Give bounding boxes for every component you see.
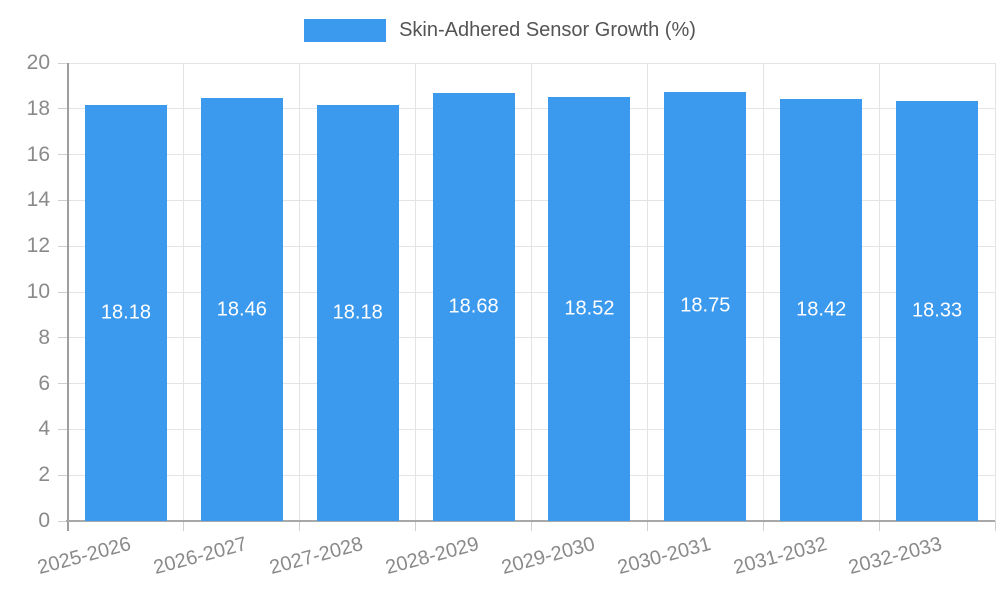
y-axis-tick	[58, 383, 68, 385]
x-axis-tick	[646, 521, 648, 531]
y-axis-tick-label: 10	[26, 280, 50, 303]
bar-value-label: 18.68	[448, 295, 499, 318]
y-axis-tick-label: 18	[26, 96, 50, 120]
x-axis-tick	[878, 521, 880, 531]
x-axis-tick	[531, 521, 532, 531]
bar-2028-2029[interactable]: 18.68	[432, 93, 515, 521]
x-axis-tick-label: 2031-2032	[730, 533, 829, 580]
bar-value-label: 18.18	[332, 301, 383, 324]
x-axis-line	[66, 520, 995, 522]
y-axis-tick	[58, 428, 68, 430]
y-axis-tick	[58, 291, 68, 293]
y-axis-tick-label: 20	[26, 51, 50, 74]
y-axis-tick-label: 4	[38, 417, 50, 441]
bar-2029-2030[interactable]: 18.52	[548, 96, 631, 521]
bar-value-label: 18.33	[912, 299, 963, 322]
y-axis-tick-label: 12	[26, 234, 50, 258]
y-axis-tick	[58, 245, 68, 247]
x-axis-tick-label: 2028-2029	[383, 533, 482, 580]
y-axis-tick	[58, 62, 68, 64]
x-axis-tick	[415, 521, 417, 531]
gridline-vertical	[531, 63, 532, 521]
y-axis-tick	[58, 520, 68, 522]
bar-2032-2033[interactable]: 18.33	[896, 101, 979, 521]
y-axis-tick-label: 2	[38, 463, 50, 487]
y-axis-tick-label: 6	[38, 371, 50, 395]
bar-2027-2028[interactable]: 18.18	[316, 104, 399, 521]
x-axis-tick-label: 2025-2026	[35, 533, 134, 580]
x-axis-tick-label: 2029-2030	[499, 533, 598, 580]
chart-legend[interactable]: Skin-Adhered Sensor Growth (%)	[0, 17, 1000, 43]
legend-color-swatch	[304, 18, 387, 42]
y-axis-tick	[58, 474, 68, 476]
bar-2030-2031[interactable]: 18.75	[664, 91, 747, 521]
y-axis-tick-label: 14	[26, 188, 50, 212]
y-axis-tick	[58, 199, 68, 201]
x-axis-tick-label: 2030-2031	[614, 533, 714, 580]
x-axis-tick	[994, 521, 996, 531]
y-axis-tick-label: 16	[26, 142, 50, 166]
bar-2031-2032[interactable]: 18.42	[780, 99, 863, 521]
x-axis-tick	[299, 521, 301, 531]
y-axis-tick-label: 8	[38, 325, 50, 349]
gridline-vertical	[762, 63, 764, 521]
x-axis-tick-label: 2032-2033	[846, 533, 945, 580]
legend-label: Skin-Adhered Sensor Growth (%)	[399, 18, 696, 41]
y-axis-tick	[58, 337, 68, 339]
bar-value-label: 18.52	[564, 297, 615, 320]
gridline-vertical	[994, 63, 996, 521]
gridline-vertical	[415, 63, 417, 521]
gridline-vertical	[878, 63, 880, 521]
x-axis-tick	[762, 521, 764, 531]
bar-value-label: 18.75	[680, 294, 731, 317]
bar-value-label: 18.46	[216, 298, 267, 321]
bar-2025-2026[interactable]: 18.18	[84, 104, 167, 521]
y-axis-line	[67, 63, 69, 531]
x-axis-tick-label: 2026-2027	[151, 533, 250, 580]
y-axis-tick	[58, 154, 68, 156]
x-axis-tick-label: 2027-2028	[267, 533, 366, 580]
bar-value-label: 18.18	[100, 301, 151, 324]
gridline-vertical	[646, 63, 648, 521]
gridline-vertical	[183, 63, 185, 521]
y-axis-tick-label: 0	[38, 509, 50, 532]
bar-2026-2027[interactable]: 18.46	[200, 98, 283, 521]
y-axis-tick	[58, 108, 68, 110]
x-axis-tick	[183, 521, 185, 531]
gridline-vertical	[299, 63, 301, 521]
bar-value-label: 18.42	[796, 298, 847, 321]
